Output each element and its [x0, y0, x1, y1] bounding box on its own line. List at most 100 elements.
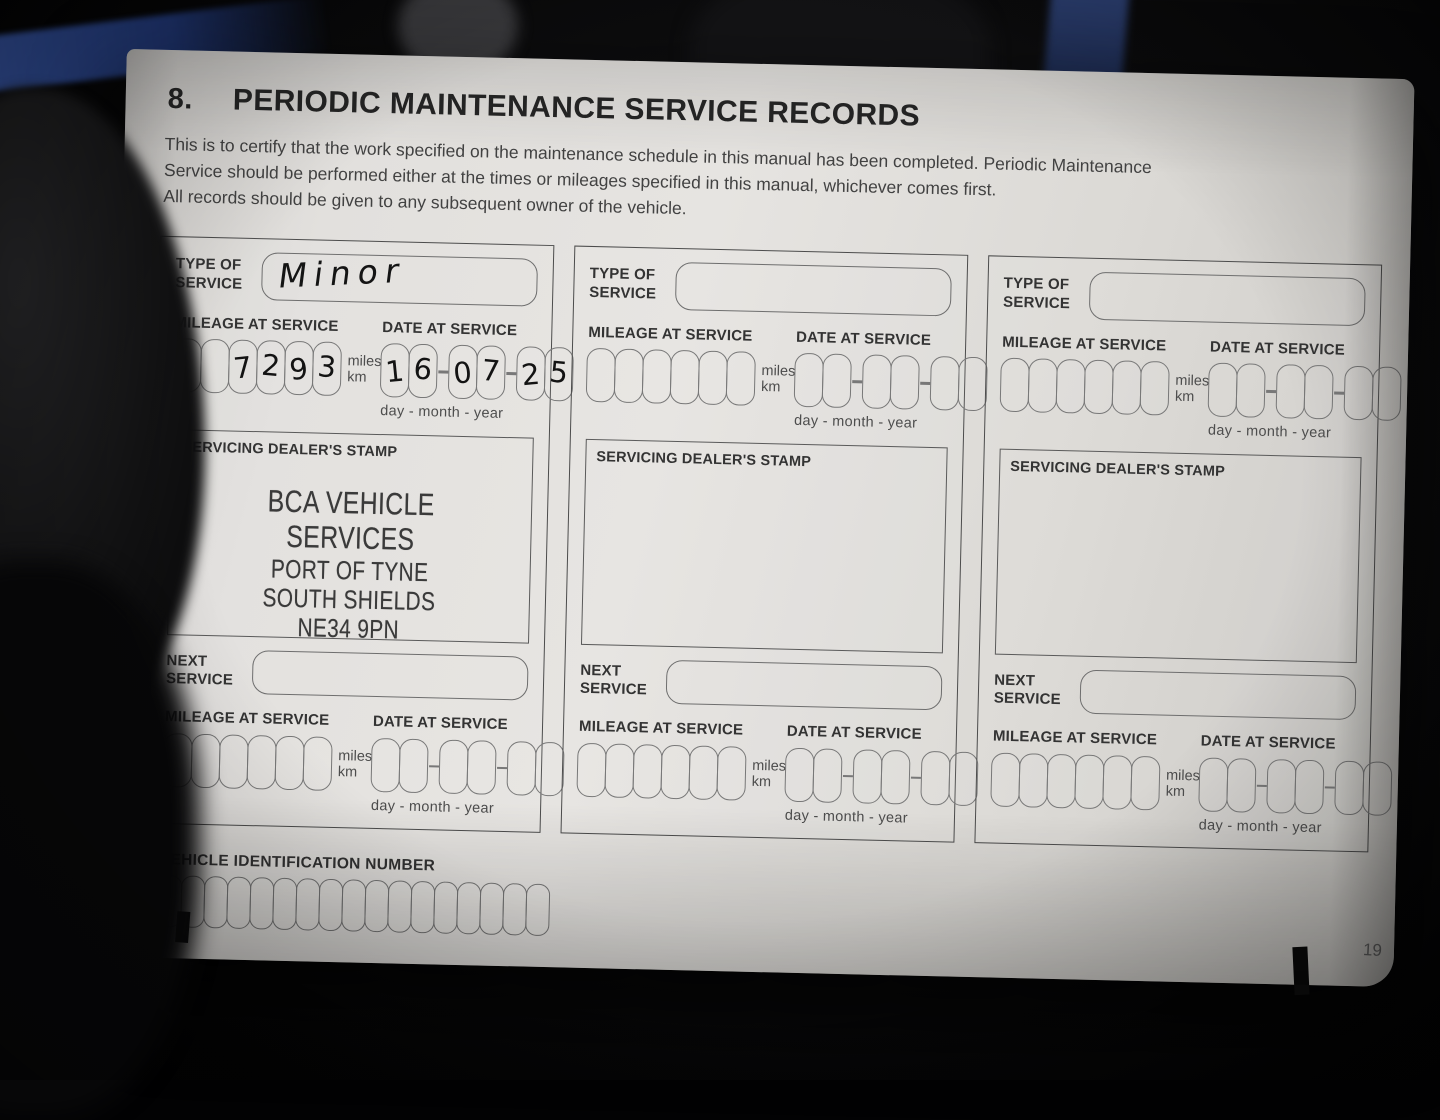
date-separator — [506, 372, 517, 375]
miles-label: miles — [347, 353, 382, 371]
next-mileage-date-row: MILEAGE AT SERVICE miles km — [990, 728, 1393, 837]
mileage-digit-cell — [585, 348, 616, 403]
km-label: km — [760, 379, 781, 396]
vin-digit-cell — [387, 879, 413, 933]
handwritten-digit: 0 — [451, 355, 474, 391]
mileage-group: MILEAGE AT SERVICE miles km — [585, 324, 797, 408]
day-month-year-label: day - month - year — [1207, 422, 1332, 442]
type-of-service-row: TYPE OF SERVICE — [589, 260, 952, 317]
date-separator — [1265, 390, 1276, 393]
date-digit-cell: 7 — [475, 345, 506, 401]
dealer-stamp-imprint — [586, 492, 946, 500]
mileage-cells: miles km — [576, 742, 787, 802]
next-service-row: NEXT SERVICE — [580, 658, 943, 711]
mileage-group: MILEAGE AT SERVICE miles km — [990, 728, 1201, 812]
next-service-label: NEXT SERVICE — [993, 671, 1061, 709]
mileage-digit-cell — [576, 742, 607, 798]
handwritten-digit: 1 — [383, 353, 406, 390]
year-pair: 2 5 — [515, 346, 574, 402]
date-at-service-label: DATE AT SERVICE — [372, 713, 509, 734]
date-digit-cell — [1334, 760, 1365, 816]
date-cells — [370, 738, 565, 797]
year-pair — [1334, 760, 1393, 817]
date-digit-cell — [438, 739, 469, 795]
dealer-stamp-box: SERVICING DEALER'S STAMP — [994, 449, 1362, 664]
mileage-digit-cell — [688, 745, 719, 801]
handwritten-digit: 5 — [548, 354, 570, 390]
date-group: DATE AT SERVICE 1 6 0 7 — [379, 319, 574, 424]
miles-label: miles — [1175, 372, 1210, 390]
date-digit-cell — [948, 751, 979, 807]
dealer-stamp-label: SERVICING DEALER'S STAMP — [182, 439, 398, 461]
date-cells — [793, 353, 988, 412]
dealer-stamp-box: SERVICING DEALER'S STAMP BCA VEHICLE SER… — [167, 429, 534, 645]
date-digit-cell: 1 — [379, 343, 410, 399]
mileage-group: MILEAGE AT SERVICE miles km — [999, 333, 1211, 417]
date-digit-cell — [889, 355, 920, 411]
mileage-digit-cell — [660, 744, 691, 800]
handwritten-digit: 3 — [316, 348, 338, 385]
handwritten-digit: 2 — [260, 347, 282, 384]
mileage-group: MILEAGE AT SERVICE miles km — [576, 718, 787, 802]
section-heading: 8. PERIODIC MAINTENANCE SERVICE RECORDS — [167, 82, 1375, 144]
date-separator — [496, 766, 507, 770]
month-pair — [852, 749, 911, 805]
km-label: km — [1174, 389, 1195, 406]
mileage-digit-cell: 2 — [255, 340, 287, 396]
stamp-line — [1035, 503, 1323, 510]
day-month-year-label: day - month - year — [380, 403, 504, 423]
date-digit-cell: 2 — [515, 346, 546, 402]
date-digit-cell — [852, 749, 883, 805]
date-cells — [784, 747, 979, 807]
month-pair — [1275, 364, 1334, 420]
type-of-service-field: Minor — [261, 251, 539, 307]
km-label: km — [337, 764, 358, 781]
next-mileage-date-row: MILEAGE AT SERVICE miles km — [162, 708, 565, 817]
next-service-field — [251, 650, 529, 701]
vin-digit-cell — [272, 877, 298, 930]
vin-digit-cell — [341, 878, 367, 932]
date-digit-cell — [466, 740, 497, 796]
vin-digit-cell — [318, 878, 344, 931]
vin-digit-cell — [249, 876, 275, 930]
dealer-stamp-label: SERVICING DEALER'S STAMP — [596, 449, 812, 471]
mileage-date-row: MILEAGE AT SERVICE miles km — [999, 333, 1402, 442]
mileage-cells: 7 2 9 3 miles km — [171, 338, 382, 398]
date-digit-cell — [821, 353, 852, 409]
date-separator — [852, 380, 863, 384]
year-pair — [506, 741, 565, 797]
service-record-card-3: TYPE OF SERVICE MILEAGE AT SERVICE — [974, 254, 1402, 853]
month-pair: 0 7 — [447, 345, 506, 401]
mileage-cells: miles km — [585, 348, 796, 407]
date-digit-cell: 6 — [407, 344, 438, 399]
day-month-year-label: day - month - year — [793, 413, 918, 433]
date-digit-cell — [793, 353, 824, 408]
page-number: 19 — [1362, 940, 1383, 961]
day-pair — [1207, 362, 1266, 419]
mileage-digit-cell — [1074, 754, 1105, 810]
stamp-line — [622, 493, 910, 500]
mileage-digit-cell — [1102, 755, 1133, 810]
mileage-cells: miles km — [999, 358, 1210, 417]
mileage-digit-cell — [999, 358, 1030, 413]
vin-digit-cell — [410, 880, 436, 933]
mileage-digit-cell — [218, 734, 249, 790]
mileage-digit-cell — [1046, 754, 1077, 809]
mileage-digit-cell — [613, 348, 644, 404]
page-content: 8. PERIODIC MAINTENANCE SERVICE RECORDS … — [105, 49, 1414, 996]
glove-hand-lower — [0, 560, 200, 1120]
vin-digit-cell — [479, 882, 505, 935]
date-digit-cell — [957, 357, 988, 412]
month-pair — [861, 354, 920, 411]
miles-label: miles — [751, 757, 787, 775]
mileage-digit-cell — [990, 752, 1021, 808]
month-pair — [1266, 759, 1325, 815]
date-digit-cell — [1362, 761, 1393, 817]
type-of-service-label: TYPE OF SERVICE — [1002, 274, 1071, 312]
date-digit-cell — [929, 356, 960, 412]
mileage-digit-cell — [1130, 755, 1161, 811]
date-digit-cell: 0 — [447, 345, 478, 400]
vin-digit-cell — [502, 882, 528, 936]
date-cells — [1198, 757, 1393, 817]
date-separator — [1324, 786, 1335, 790]
